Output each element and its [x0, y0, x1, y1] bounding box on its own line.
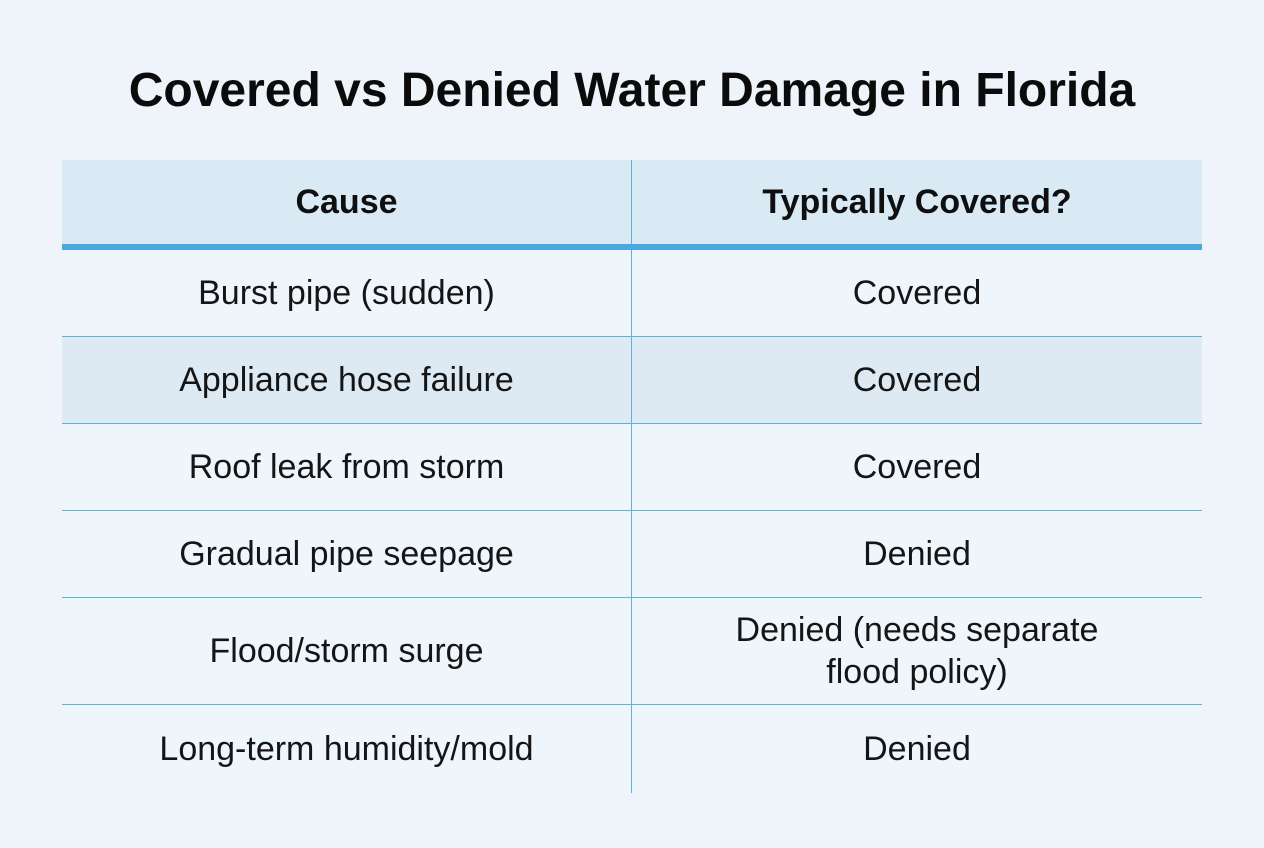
- cause-cell: Roof leak from storm: [62, 424, 632, 510]
- table-row: Roof leak from storm Covered: [62, 424, 1202, 511]
- cause-cell: Appliance hose failure: [62, 337, 632, 423]
- cause-cell: Gradual pipe seepage: [62, 511, 632, 597]
- table-row: Appliance hose failure Covered: [62, 337, 1202, 424]
- coverage-table: Cause Typically Covered? Burst pipe (sud…: [62, 160, 1202, 793]
- cause-cell: Flood/storm surge: [62, 598, 632, 704]
- table-row: Gradual pipe seepage Denied: [62, 511, 1202, 598]
- cause-cell: Burst pipe (sudden): [62, 250, 632, 336]
- coverage-cell: Denied: [863, 535, 971, 573]
- coverage-cell: Covered: [852, 361, 982, 399]
- column-header-covered: Typically Covered?: [762, 182, 1072, 221]
- table-row: Flood/storm surge Denied (needs separate…: [62, 598, 1202, 705]
- page-title: Covered vs Denied Water Damage in Florid…: [128, 64, 1136, 117]
- cause-cell: Long-term humidity/mold: [62, 705, 632, 793]
- table-header-row: Cause Typically Covered?: [62, 160, 1202, 250]
- table-row: Burst pipe (sudden) Covered: [62, 250, 1202, 337]
- table-row: Long-term humidity/mold Denied: [62, 705, 1202, 793]
- coverage-cell: Denied (needs separate flood policy): [735, 611, 1099, 691]
- coverage-cell: Covered: [852, 448, 982, 486]
- coverage-cell: Denied: [863, 730, 971, 768]
- column-header-cause: Cause: [62, 160, 632, 244]
- coverage-cell: Covered: [852, 274, 982, 312]
